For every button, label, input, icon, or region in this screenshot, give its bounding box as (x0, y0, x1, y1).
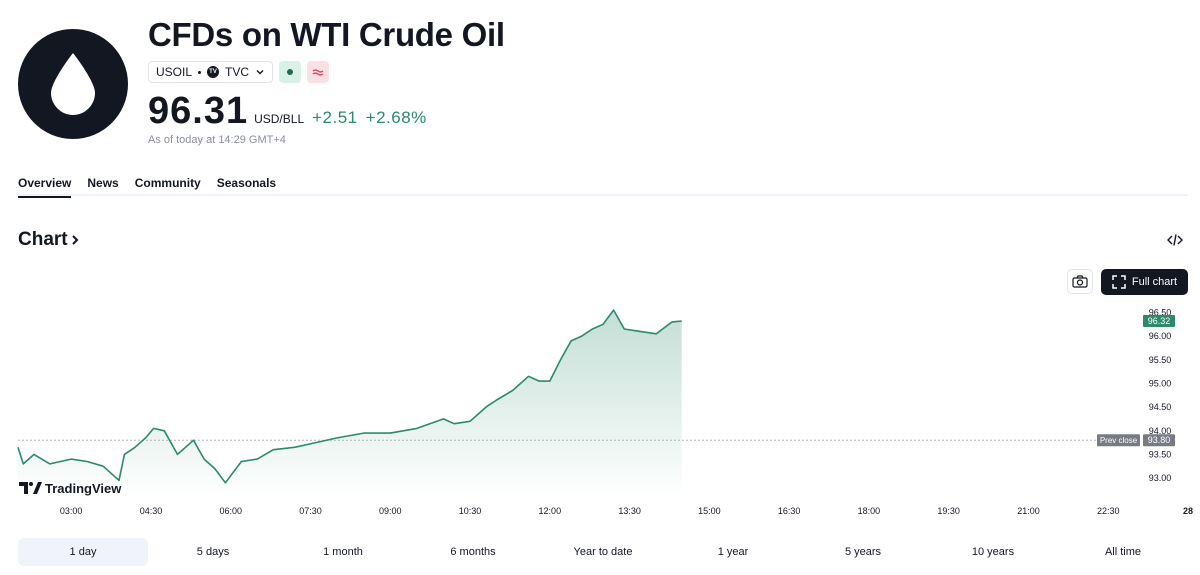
tab-seasonals[interactable]: Seasonals (216, 176, 277, 190)
symbol-label: USOIL (156, 65, 193, 79)
range-5-years[interactable]: 5 years (844, 546, 882, 558)
snapshot-button[interactable] (1067, 269, 1093, 294)
range-1-day[interactable]: 1 day (18, 538, 148, 566)
market-open-dot-icon (287, 69, 294, 75)
x-axis-tick-label: 19:30 (937, 506, 960, 516)
x-axis-tick-label: 21:00 (1017, 506, 1040, 516)
price-change: +2.51 (312, 108, 358, 127)
fullscreen-icon (1112, 275, 1126, 289)
y-axis-tick-label: 94.00 (1149, 426, 1172, 436)
y-axis-tick-label: 93.00 (1149, 473, 1172, 483)
x-axis-tick-label: 15:00 (698, 506, 721, 516)
prev-close-tag-label: Prev close (1100, 436, 1138, 445)
camera-icon (1072, 275, 1088, 288)
last-price-tag (1143, 314, 1175, 327)
exchange-logo-icon: TV (207, 66, 220, 78)
range-all-time[interactable]: All time (1104, 546, 1142, 558)
range-year-to-date[interactable]: Year to date (573, 546, 633, 558)
y-axis-tick-label: 96.50 (1149, 307, 1172, 317)
price-row: 96.31 USD/BLL +2.51 +2.68% (148, 90, 427, 133)
range-5-days[interactable]: 5 days (196, 546, 230, 558)
price-change-percent: +2.68% (365, 108, 427, 127)
price-currency: USD/BLL (254, 112, 305, 126)
full-chart-label: Full chart (1131, 276, 1178, 288)
range-selector: 1 day 5 days 1 month 6 months Year to da… (18, 538, 1188, 566)
exchange-label: TVC (225, 65, 250, 79)
range-1-year[interactable]: 1 year (717, 546, 749, 558)
tradingview-watermark: TradingView (19, 481, 122, 496)
prev-close-value-label: 93.80 (1148, 435, 1171, 445)
chart-section-heading[interactable]: Chart (18, 229, 80, 251)
symbol-exchange-chip[interactable]: USOIL TV TVC (148, 61, 274, 83)
x-axis-tick-label: 09:00 (379, 506, 402, 516)
tab-bar: Overview News Community Seasonals (18, 176, 1188, 198)
realtime-wave-icon (312, 69, 324, 76)
price-timestamp: As of today at 14:29 GMT+4 (148, 134, 286, 146)
code-embed-icon (1167, 234, 1183, 246)
separator-dot-icon (198, 70, 202, 74)
prev-close-value-tag (1143, 434, 1175, 447)
chart-section-title: Chart (18, 229, 68, 250)
tab-overview[interactable]: Overview (18, 176, 72, 198)
x-axis-tick-label: 06:00 (219, 506, 242, 516)
range-10-years[interactable]: 10 years (971, 546, 1015, 558)
tab-community[interactable]: Community (134, 176, 201, 190)
embed-code-button[interactable] (1167, 232, 1183, 248)
oil-drop-icon (51, 53, 95, 115)
price-value: 96.31 (148, 90, 249, 132)
range-6-months[interactable]: 6 months (450, 546, 496, 558)
y-axis-tick-label: 93.50 (1149, 449, 1172, 459)
x-axis-tick-label: 16:30 (778, 506, 801, 516)
prev-close-tag (1097, 434, 1140, 447)
x-axis-tick-label: 12:00 (539, 506, 562, 516)
x-axis-tick-label: 28 (1183, 506, 1193, 516)
x-axis-tick-label: 13:30 (618, 506, 641, 516)
x-axis-tick-label: 03:00 (60, 506, 83, 516)
y-axis-tick-label: 96.00 (1149, 331, 1172, 341)
realtime-data-badge[interactable] (307, 61, 330, 83)
tab-news[interactable]: News (87, 176, 119, 190)
price-line (17, 309, 682, 484)
symbol-chips: USOIL TV TVC (148, 61, 330, 83)
chevron-down-icon (256, 70, 264, 75)
tradingview-wordmark: TradingView (45, 481, 122, 496)
x-axis-tick-label: 04:30 (140, 506, 163, 516)
market-open-badge[interactable] (279, 61, 302, 83)
oil-drop-logo (18, 29, 128, 139)
y-axis-tick-label: 95.00 (1149, 378, 1172, 388)
x-axis-tick-label: 07:30 (299, 506, 322, 516)
x-axis-tick-label: 18:00 (858, 506, 881, 516)
range-1-month[interactable]: 1 month (323, 546, 363, 558)
tradingview-logo-icon (19, 482, 42, 494)
page-title: CFDs on WTI Crude Oil (148, 16, 505, 53)
x-axis-tick-label: 22:30 (1097, 506, 1120, 516)
last-price-label: 96.32 (1148, 316, 1171, 326)
x-axis-tick-label: 10:30 (459, 506, 482, 516)
chevron-right-icon (71, 235, 79, 245)
y-axis-tick-label: 95.50 (1149, 355, 1172, 365)
price-chart[interactable]: 93.00 93.50 94.00 94.50 95.00 95.50 96.00 96.50… (0, 300, 1200, 525)
price-area-fill (18, 310, 682, 497)
y-axis-tick-label: 94.50 (1149, 402, 1172, 412)
full-chart-button[interactable]: Full chart (1101, 269, 1188, 295)
